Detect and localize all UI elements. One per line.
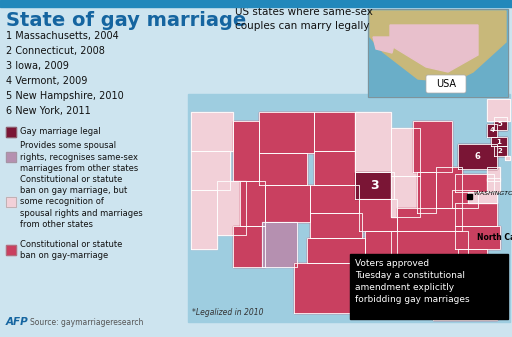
- Polygon shape: [307, 238, 365, 263]
- Polygon shape: [413, 258, 436, 299]
- Polygon shape: [233, 121, 259, 181]
- Polygon shape: [259, 153, 307, 185]
- Polygon shape: [240, 181, 265, 226]
- Text: AFP: AFP: [6, 317, 29, 327]
- Text: Provides some spousal
rights, recognises same-sex
marriages from other states: Provides some spousal rights, recognises…: [20, 141, 138, 173]
- Polygon shape: [359, 199, 397, 231]
- Polygon shape: [259, 112, 313, 153]
- Polygon shape: [505, 156, 510, 160]
- Polygon shape: [365, 231, 397, 258]
- Bar: [368, 9, 508, 97]
- Text: *Legalized in 2010: *Legalized in 2010: [192, 308, 264, 317]
- Polygon shape: [365, 258, 397, 299]
- Polygon shape: [391, 258, 413, 290]
- Polygon shape: [494, 147, 507, 156]
- Text: 2: 2: [498, 148, 503, 154]
- Bar: [6, 197, 16, 207]
- Polygon shape: [413, 121, 452, 172]
- Text: Source: gaymarriageresearch: Source: gaymarriageresearch: [30, 318, 143, 327]
- Text: US states where same-sex
couples can marry legally: US states where same-sex couples can mar…: [235, 7, 373, 31]
- Text: 4: 4: [490, 127, 495, 133]
- Text: 5: 5: [498, 121, 503, 127]
- Text: 6: 6: [475, 152, 481, 161]
- Text: 3: 3: [371, 179, 379, 192]
- Polygon shape: [391, 231, 468, 258]
- Polygon shape: [487, 178, 500, 192]
- Text: 4 Vermont, 2009: 4 Vermont, 2009: [6, 76, 88, 86]
- Polygon shape: [487, 167, 500, 181]
- FancyBboxPatch shape: [426, 75, 466, 93]
- Text: Gay marriage legal: Gay marriage legal: [20, 127, 101, 136]
- Polygon shape: [191, 190, 217, 249]
- Polygon shape: [455, 204, 497, 226]
- Bar: [6, 197, 16, 207]
- Text: USA: USA: [436, 79, 456, 89]
- Bar: [6, 245, 16, 255]
- Text: 1: 1: [496, 139, 501, 145]
- Polygon shape: [487, 98, 510, 121]
- Polygon shape: [191, 151, 230, 190]
- Polygon shape: [433, 295, 497, 320]
- Polygon shape: [436, 167, 462, 208]
- Polygon shape: [458, 144, 497, 169]
- Polygon shape: [373, 37, 396, 53]
- Polygon shape: [458, 249, 487, 272]
- Text: Constitutional or statute
ban on gay marriage, but
some recognition of
spousal r: Constitutional or statute ban on gay mar…: [20, 175, 143, 229]
- Text: 5 New Hampshire, 2010: 5 New Hampshire, 2010: [6, 91, 124, 101]
- Polygon shape: [391, 128, 420, 176]
- Polygon shape: [355, 112, 391, 172]
- Polygon shape: [390, 25, 478, 72]
- Polygon shape: [313, 151, 355, 185]
- Text: North Carolina: North Carolina: [477, 233, 512, 242]
- Polygon shape: [265, 185, 310, 222]
- Bar: [188, 94, 510, 322]
- Text: 3 Iowa, 2009: 3 Iowa, 2009: [6, 61, 69, 71]
- Polygon shape: [294, 263, 368, 313]
- Polygon shape: [370, 11, 506, 82]
- Polygon shape: [487, 124, 497, 137]
- Polygon shape: [455, 226, 500, 249]
- Polygon shape: [455, 174, 494, 192]
- Bar: [350, 254, 508, 319]
- Polygon shape: [313, 112, 355, 151]
- Text: 1 Massachusetts, 2004: 1 Massachusetts, 2004: [6, 31, 119, 41]
- Bar: [6, 127, 16, 137]
- Polygon shape: [310, 213, 362, 238]
- Polygon shape: [233, 226, 265, 267]
- Polygon shape: [191, 112, 233, 151]
- Bar: [467, 194, 472, 199]
- Bar: [368, 9, 508, 97]
- Polygon shape: [217, 181, 246, 235]
- Polygon shape: [433, 258, 462, 295]
- Polygon shape: [468, 192, 497, 204]
- Polygon shape: [397, 208, 462, 231]
- Polygon shape: [262, 222, 297, 267]
- Text: 2 Connecticut, 2008: 2 Connecticut, 2008: [6, 46, 105, 56]
- Polygon shape: [310, 185, 359, 213]
- Text: Constitutional or statute
ban on gay-marriage: Constitutional or statute ban on gay-mar…: [20, 240, 122, 260]
- Polygon shape: [391, 176, 420, 217]
- Polygon shape: [355, 172, 394, 199]
- Polygon shape: [490, 137, 507, 147]
- Text: WASHINGTON DC*: WASHINGTON DC*: [474, 191, 512, 196]
- Text: 6 New York, 2011: 6 New York, 2011: [6, 106, 91, 116]
- Bar: [6, 127, 16, 137]
- Polygon shape: [494, 117, 507, 130]
- Bar: [6, 152, 16, 162]
- Bar: [0, 0, 512, 7]
- Polygon shape: [417, 172, 436, 213]
- Text: State of gay marriage: State of gay marriage: [6, 11, 246, 30]
- Bar: [6, 152, 16, 162]
- Text: Voters approved
Tuesday a constitutional
amendment explicitly
forbidding gay mar: Voters approved Tuesday a constitutional…: [355, 259, 470, 304]
- Bar: [6, 245, 16, 255]
- Polygon shape: [452, 190, 478, 208]
